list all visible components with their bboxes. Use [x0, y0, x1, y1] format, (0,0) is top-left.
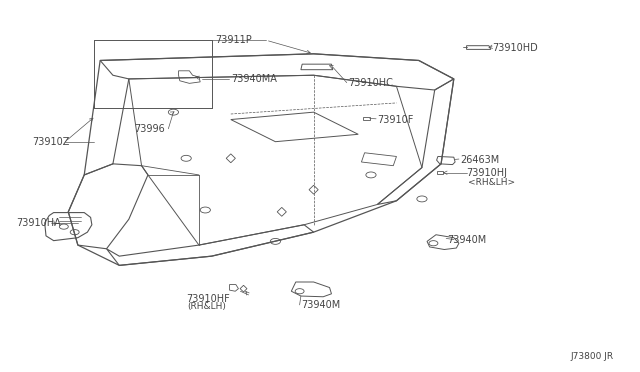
Text: 73910HD: 73910HD — [492, 42, 538, 52]
Text: 73910HJ: 73910HJ — [467, 168, 508, 178]
Text: 73940M: 73940M — [447, 234, 486, 244]
Text: 73911P: 73911P — [215, 35, 252, 45]
Text: (RH&LH): (RH&LH) — [188, 302, 227, 311]
Text: 73940M: 73940M — [301, 300, 340, 310]
Text: 73996: 73996 — [134, 124, 164, 134]
Text: 73910HA: 73910HA — [16, 218, 61, 228]
Text: 73910Z: 73910Z — [32, 137, 69, 147]
Text: J73800 JR: J73800 JR — [570, 352, 613, 361]
Text: <RH&LH>: <RH&LH> — [468, 178, 516, 187]
Text: 73910F: 73910F — [378, 115, 413, 125]
Text: 73910HC: 73910HC — [349, 78, 394, 88]
Text: 26463M: 26463M — [460, 155, 499, 165]
Text: 73910HF: 73910HF — [186, 294, 230, 304]
Text: 73940MA: 73940MA — [231, 74, 276, 84]
